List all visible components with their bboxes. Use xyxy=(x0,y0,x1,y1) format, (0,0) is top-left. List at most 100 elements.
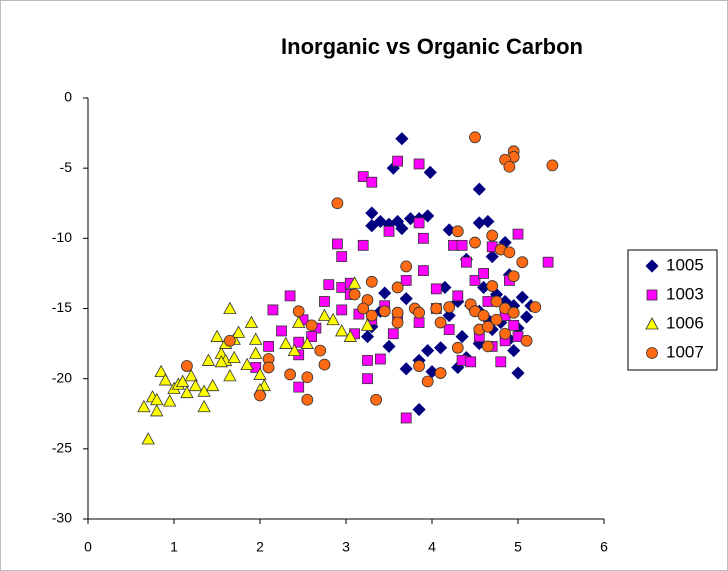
x-tick-label: 0 xyxy=(84,539,92,555)
data-point xyxy=(516,256,529,269)
data-point xyxy=(434,341,448,355)
data-point xyxy=(335,324,349,337)
data-point xyxy=(472,182,486,196)
data-point xyxy=(206,378,220,392)
data-point xyxy=(305,319,318,332)
data-point xyxy=(276,325,287,337)
data-point xyxy=(300,336,314,349)
y-tick-label: -20 xyxy=(52,369,72,385)
data-point xyxy=(362,355,373,366)
data-point xyxy=(495,356,507,368)
data-point xyxy=(481,214,495,229)
y-tick-label: -25 xyxy=(52,440,72,456)
data-point xyxy=(529,301,542,313)
data-point xyxy=(434,367,447,379)
data-point xyxy=(336,251,348,262)
y-tick-label: -5 xyxy=(60,159,73,175)
data-point xyxy=(455,330,469,344)
data-point xyxy=(451,341,464,354)
data-point xyxy=(486,229,499,242)
data-point xyxy=(469,131,481,144)
data-point xyxy=(465,356,477,368)
x-tick-label: 4 xyxy=(428,539,436,555)
data-point xyxy=(478,268,490,279)
data-point xyxy=(154,364,168,378)
data-point xyxy=(456,239,468,251)
data-point xyxy=(365,309,378,322)
data-point xyxy=(254,389,266,402)
x-tick-label: 1 xyxy=(170,539,178,555)
data-point xyxy=(292,305,305,318)
data-point xyxy=(331,238,343,250)
data-point xyxy=(391,281,404,294)
legend-label: 1007 xyxy=(666,342,704,361)
y-tick-label: -15 xyxy=(52,299,72,315)
data-point xyxy=(366,176,378,188)
data-point xyxy=(163,394,177,407)
data-point xyxy=(197,399,211,413)
legend-label: 1006 xyxy=(666,313,704,332)
data-point xyxy=(391,316,404,329)
data-point xyxy=(503,160,516,173)
data-point xyxy=(362,373,373,385)
data-point xyxy=(263,340,275,352)
y-tick-label: -10 xyxy=(52,229,72,245)
data-point xyxy=(399,362,413,376)
data-point xyxy=(240,357,254,371)
data-point xyxy=(301,393,314,406)
data-point xyxy=(357,239,369,251)
legend xyxy=(627,249,718,371)
data-point xyxy=(343,329,357,342)
data-point xyxy=(400,412,412,424)
data-point xyxy=(293,336,305,348)
data-point xyxy=(150,392,164,406)
legend-marker xyxy=(645,317,659,330)
data-point xyxy=(201,353,216,366)
data-point xyxy=(395,132,409,146)
data-point xyxy=(378,305,391,318)
x-tick-label: 2 xyxy=(256,539,264,555)
data-point xyxy=(542,256,554,268)
data-point xyxy=(508,319,520,331)
data-point xyxy=(421,375,434,388)
data-point xyxy=(348,288,361,301)
data-point xyxy=(180,360,193,372)
data-point xyxy=(336,304,348,316)
data-point xyxy=(223,334,236,347)
data-point xyxy=(490,295,503,308)
data-point xyxy=(370,393,383,406)
data-point xyxy=(515,290,529,304)
data-point xyxy=(395,221,409,236)
data-point xyxy=(481,320,494,333)
data-point xyxy=(413,317,425,328)
data-point xyxy=(214,354,228,368)
y-tick-label: -30 xyxy=(52,510,72,526)
data-point xyxy=(421,344,435,358)
data-point xyxy=(413,217,425,229)
data-point xyxy=(430,302,443,315)
data-point xyxy=(318,358,331,371)
y-tick-label: 0 xyxy=(64,89,72,105)
data-point xyxy=(507,270,520,283)
data-point xyxy=(284,368,297,381)
data-point xyxy=(365,219,379,233)
data-point xyxy=(443,324,455,335)
data-point xyxy=(412,402,426,417)
data-point xyxy=(249,346,263,359)
data-point xyxy=(284,290,296,302)
data-point xyxy=(499,327,512,340)
data-point xyxy=(382,339,396,353)
data-point xyxy=(141,432,155,445)
data-point xyxy=(293,381,305,393)
data-point xyxy=(223,369,237,382)
data-point xyxy=(357,171,369,182)
data-point xyxy=(507,306,520,319)
x-tick-label: 5 xyxy=(514,539,522,555)
data-point xyxy=(403,212,418,226)
data-point xyxy=(184,369,198,382)
data-point xyxy=(460,256,472,268)
data-point xyxy=(365,206,379,220)
data-point xyxy=(413,158,425,170)
data-point xyxy=(360,330,375,344)
